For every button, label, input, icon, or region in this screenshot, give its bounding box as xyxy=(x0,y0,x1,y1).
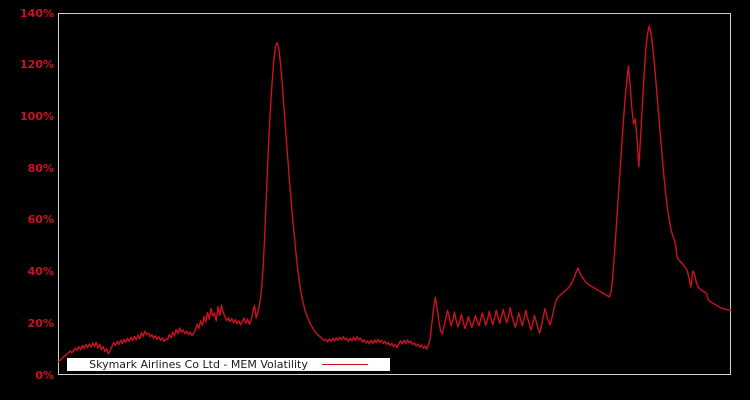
y-axis-label-80: 80% xyxy=(27,161,54,175)
y-axis-label-100: 100% xyxy=(20,109,54,123)
legend-label: Skymark Airlines Co Ltd - MEM Volatility xyxy=(89,358,308,371)
y-axis-label-40: 40% xyxy=(27,265,54,279)
y-axis-label-140: 140% xyxy=(20,6,54,20)
legend: Skymark Airlines Co Ltd - MEM Volatility xyxy=(66,357,391,372)
y-axis-label-120: 120% xyxy=(20,58,54,72)
y-axis-tick-labels: 0% 20% 40% 60% 80% 100% 120% 140% xyxy=(0,0,54,400)
y-axis-label-60: 60% xyxy=(27,213,54,227)
legend-line-swatch xyxy=(321,364,368,365)
y-axis-label-0: 0% xyxy=(35,368,54,382)
plot-area xyxy=(58,13,731,375)
y-axis-label-20: 20% xyxy=(27,316,54,330)
